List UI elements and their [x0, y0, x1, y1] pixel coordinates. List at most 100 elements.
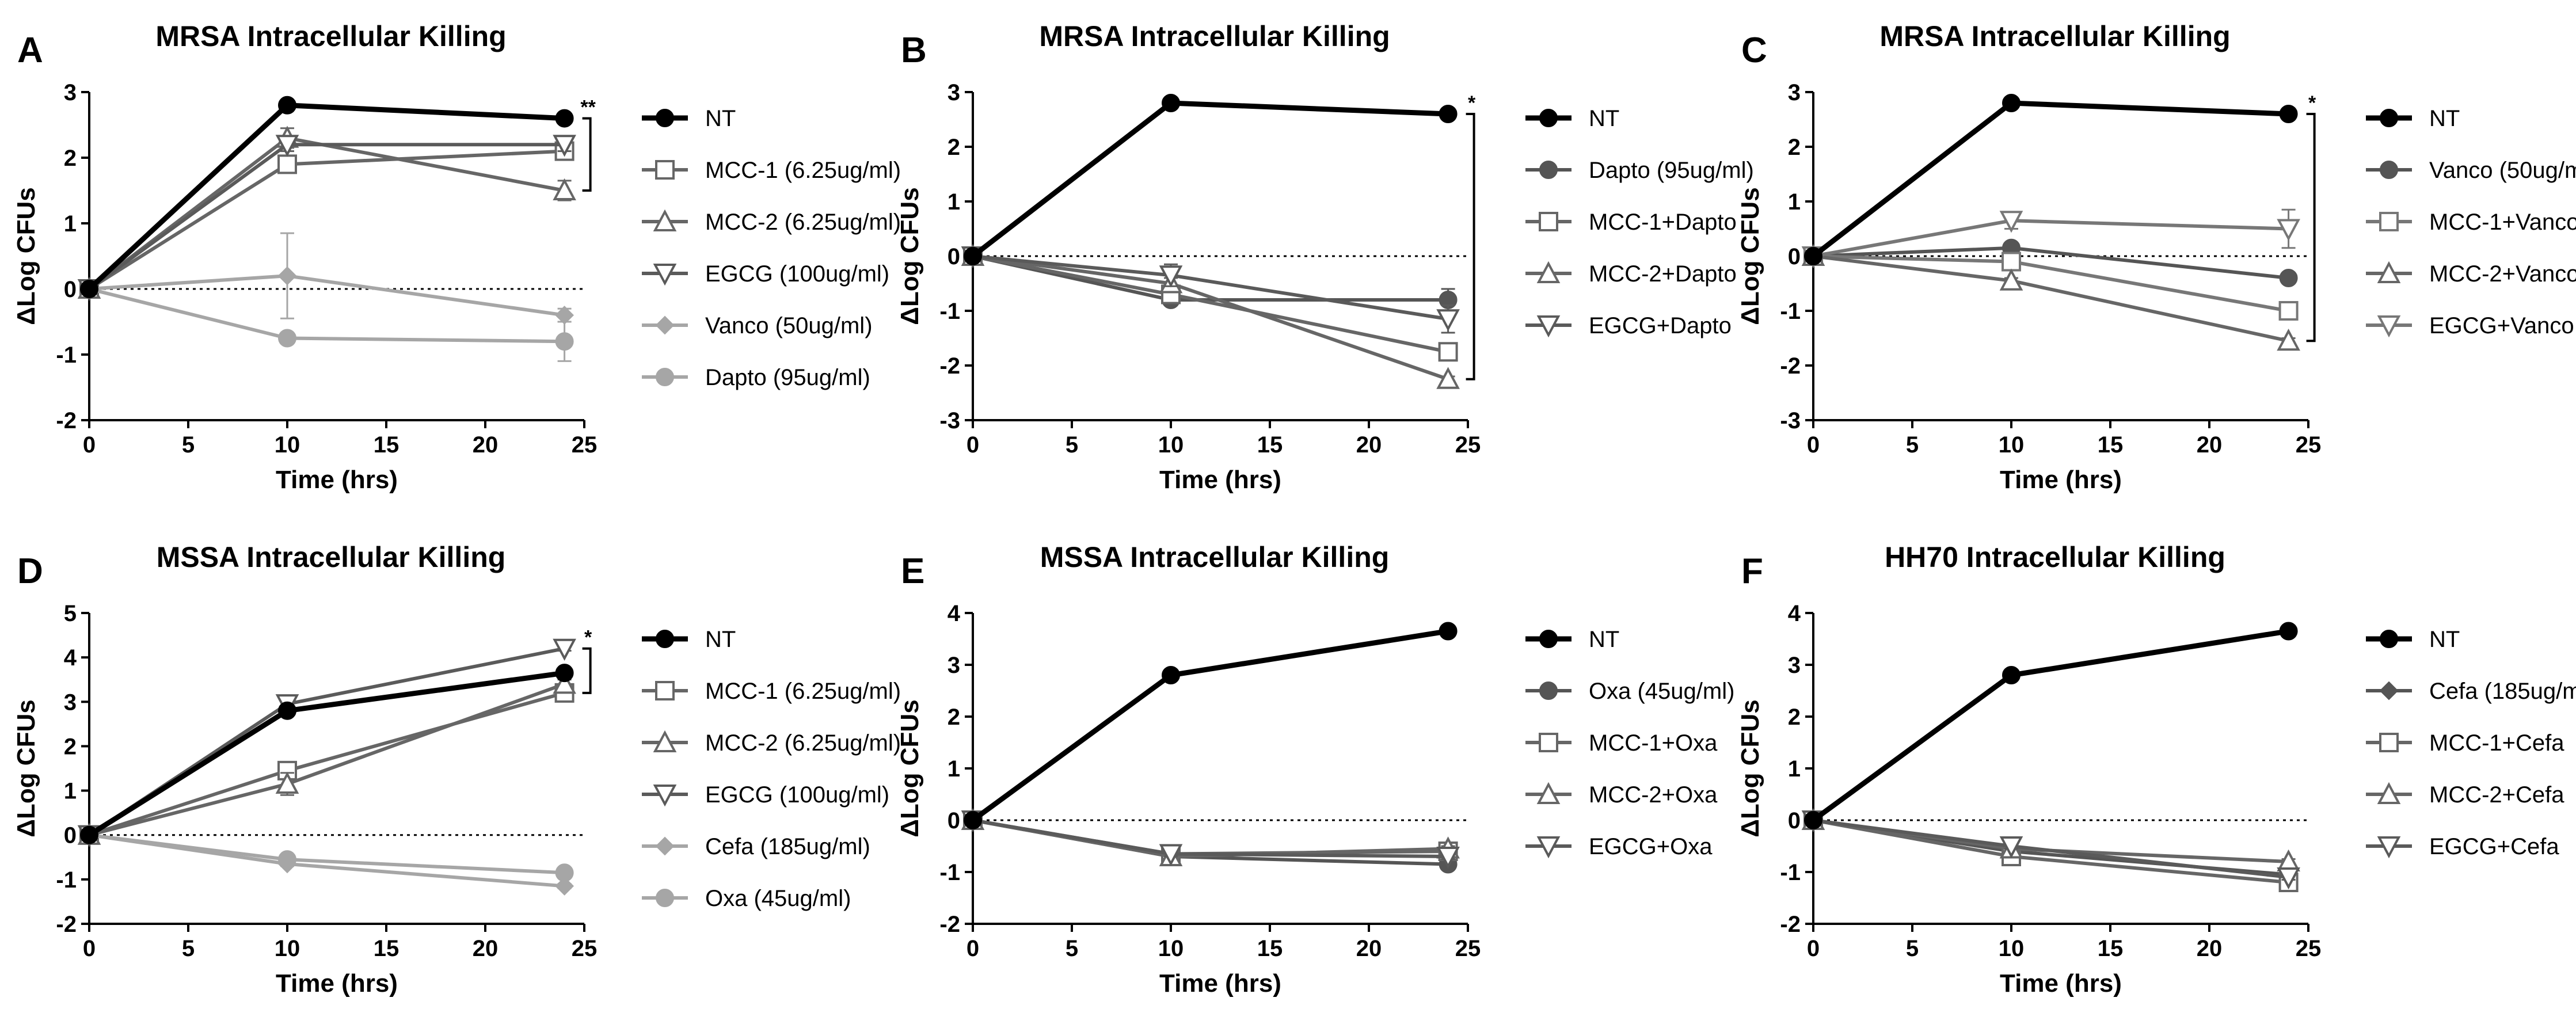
data-point	[278, 850, 296, 869]
x-tick-label: 15	[1257, 432, 1283, 458]
series-egcg	[77, 135, 576, 302]
series-cefa	[1803, 810, 2299, 884]
series-line	[971, 100, 1448, 258]
x-tick-label: 5	[1906, 432, 1919, 458]
significance-bracket	[582, 647, 592, 694]
x-tick-label: 10	[275, 432, 300, 458]
panel-letter: B	[901, 31, 927, 70]
legend-marker	[1539, 212, 1558, 231]
chart-title: MRSA Intracellular Killing	[1039, 20, 1390, 52]
y-tick-label: -2	[1780, 353, 1801, 379]
legend-marker	[655, 315, 675, 335]
legend-marker	[1539, 161, 1558, 179]
legend-label: Cefa (185ug/ml)	[705, 834, 870, 859]
panel-f: F HH70 Intracellular Killing -2 -1 0 1 2 3 4 0 5 10…	[1736, 541, 2576, 997]
y-axis-label: ΔLog CFUs	[896, 699, 924, 837]
legend-label: MCC-2+Vanco	[2429, 261, 2576, 287]
chart-title: MSSA Intracellular Killing	[157, 541, 506, 573]
series-nt	[80, 664, 574, 844]
series-nt	[80, 96, 574, 298]
panel-c: C MRSA Intracellular Killing -3 -2 -1 0 1 2 3 0 5 1…	[1736, 20, 2576, 494]
data-point	[1436, 847, 1460, 869]
panel-letter: E	[901, 551, 924, 591]
data-point	[1439, 105, 1458, 123]
legend-label: Vanco (50ug/ml)	[2429, 158, 2576, 183]
significance-label: *	[1468, 92, 1476, 114]
series-nt	[1804, 622, 2298, 829]
x-tick-label: 0	[967, 936, 979, 961]
data-point	[553, 638, 576, 661]
legend-marker	[656, 368, 674, 386]
legend-label: EGCG+Oxa	[1589, 834, 1713, 859]
legend-marker	[1539, 630, 1558, 648]
y-tick-label: -2	[56, 912, 77, 937]
y-tick-label: 0	[948, 244, 960, 269]
legend: NT Dapto (95ug/ml) MCC-1+Dapto MCC-2+Dapto E…	[1525, 106, 1754, 338]
panel-letter: A	[17, 31, 43, 70]
x-tick-label: 15	[2098, 936, 2124, 961]
series-line	[1813, 818, 2289, 879]
series-line	[1813, 246, 2289, 280]
data-point	[1159, 844, 1183, 866]
panel-a: A MRSA Intracellular Killing -2 -1 0 1 2 3 0 5 10 1…	[12, 20, 901, 494]
data-point	[2277, 219, 2300, 241]
y-tick-label: 3	[64, 690, 77, 715]
data-point	[1999, 836, 2023, 859]
x-tick-label: 0	[1807, 936, 1820, 961]
y-axis-label: ΔLog CFUs	[896, 187, 924, 325]
legend-marker	[653, 264, 677, 286]
series-mcc-1+vanco	[1803, 246, 2299, 321]
data-point	[553, 178, 576, 200]
y-axis-label: ΔLog CFUs	[12, 699, 40, 837]
x-tick-label: 25	[1455, 432, 1481, 458]
y-tick-label: 0	[1788, 244, 1801, 269]
data-point	[80, 280, 98, 298]
legend-marker	[2377, 782, 2401, 804]
data-point	[555, 332, 574, 351]
legend-label: Vanco (50ug/ml)	[705, 313, 873, 338]
legend: NT Oxa (45ug/ml) MCC-1+Oxa MCC-2+Oxa EGCG+Ox…	[1525, 627, 1734, 859]
legend-label: MCC-1 (6.25ug/ml)	[705, 679, 901, 704]
legend-label: NT	[2429, 106, 2460, 131]
legend-label: EGCG (100ug/ml)	[705, 782, 889, 808]
y-tick-label: 2	[1788, 135, 1801, 160]
y-tick-label: 0	[948, 808, 960, 833]
significance-label: *	[2308, 92, 2316, 114]
x-tick-label: 5	[1066, 432, 1078, 458]
legend-label: EGCG+Cefa	[2429, 834, 2559, 859]
y-tick-label: 3	[1788, 80, 1801, 105]
y-tick-label: 0	[64, 277, 77, 302]
data-point	[2002, 666, 2021, 684]
data-point	[2277, 867, 2300, 890]
legend-label: MCC-1+Vanco	[2429, 210, 2576, 235]
x-tick-label: 20	[2197, 936, 2223, 961]
legend-label: MCC-2+Oxa	[1589, 782, 1718, 808]
x-tick-label: 25	[2296, 432, 2322, 458]
x-tick-label: 5	[182, 936, 195, 961]
x-tick-label: 20	[1356, 432, 1382, 458]
legend: NT Vanco (50ug/ml) MCC-1+Vanco MCC-2+Vanco E…	[2366, 106, 2576, 338]
y-tick-label: 2	[948, 135, 960, 160]
panel-b: B MRSA Intracellular Killing -3 -2 -1 0 1 2 3 0 5 1…	[896, 20, 1754, 494]
y-tick-label: -3	[939, 408, 960, 433]
legend-label: Dapto (95ug/ml)	[705, 365, 870, 390]
y-axis-label: ΔLog CFUs	[1736, 187, 1764, 325]
x-tick-label: 0	[83, 936, 96, 961]
data-point	[555, 109, 574, 128]
data-point	[555, 664, 574, 683]
legend-marker	[1536, 782, 1561, 804]
x-tick-label: 10	[1158, 432, 1184, 458]
series-nt	[1804, 94, 2298, 265]
x-tick-label: 10	[1999, 432, 2025, 458]
x-tick-label: 5	[1906, 936, 1919, 961]
legend-label: Oxa (45ug/ml)	[1589, 679, 1734, 704]
data-point	[1439, 622, 1458, 641]
series-line	[972, 254, 1449, 354]
legend-marker	[653, 730, 677, 752]
chart-title: MRSA Intracellular Killing	[155, 20, 506, 52]
x-axis-label: Time (hrs)	[276, 466, 398, 494]
y-tick-label: 1	[948, 756, 960, 782]
data-point	[80, 825, 98, 844]
series-line	[89, 691, 565, 837]
